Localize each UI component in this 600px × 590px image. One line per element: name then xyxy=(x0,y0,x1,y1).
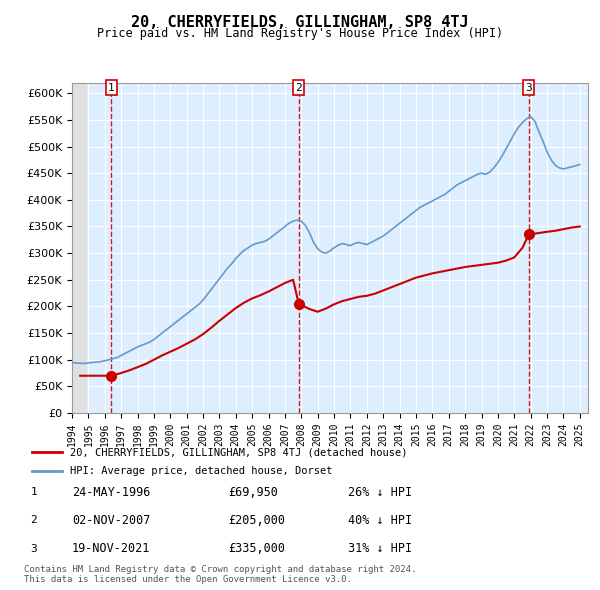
Text: 1: 1 xyxy=(30,487,37,497)
Text: £335,000: £335,000 xyxy=(228,542,285,555)
Text: 1: 1 xyxy=(108,83,115,93)
Text: 19-NOV-2021: 19-NOV-2021 xyxy=(72,542,151,555)
Text: 40% ↓ HPI: 40% ↓ HPI xyxy=(348,514,412,527)
Text: 3: 3 xyxy=(30,544,37,553)
Text: 2: 2 xyxy=(295,83,302,93)
Text: Price paid vs. HM Land Registry's House Price Index (HPI): Price paid vs. HM Land Registry's House … xyxy=(97,27,503,40)
Bar xyxy=(72,83,87,413)
Text: 31% ↓ HPI: 31% ↓ HPI xyxy=(348,542,412,555)
Text: 20, CHERRYFIELDS, GILLINGHAM, SP8 4TJ (detached house): 20, CHERRYFIELDS, GILLINGHAM, SP8 4TJ (d… xyxy=(70,447,408,457)
Text: 02-NOV-2007: 02-NOV-2007 xyxy=(72,514,151,527)
Text: 26% ↓ HPI: 26% ↓ HPI xyxy=(348,486,412,499)
Text: HPI: Average price, detached house, Dorset: HPI: Average price, detached house, Dors… xyxy=(70,466,332,476)
Text: 20, CHERRYFIELDS, GILLINGHAM, SP8 4TJ: 20, CHERRYFIELDS, GILLINGHAM, SP8 4TJ xyxy=(131,15,469,30)
Text: 2: 2 xyxy=(30,516,37,525)
Text: 3: 3 xyxy=(526,83,532,93)
Text: £205,000: £205,000 xyxy=(228,514,285,527)
Text: Contains HM Land Registry data © Crown copyright and database right 2024.
This d: Contains HM Land Registry data © Crown c… xyxy=(24,565,416,584)
Text: 24-MAY-1996: 24-MAY-1996 xyxy=(72,486,151,499)
Text: £69,950: £69,950 xyxy=(228,486,278,499)
